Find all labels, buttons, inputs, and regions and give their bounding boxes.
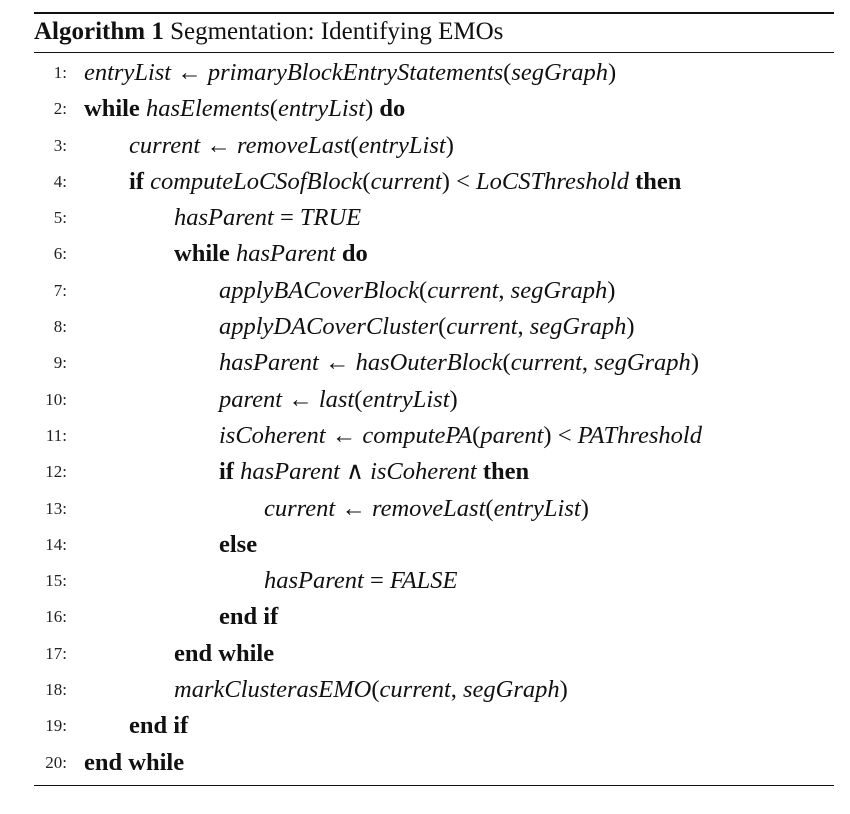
algorithm-line: 9: hasParent ← hasOuterBlock(current, seg… (34, 345, 834, 381)
line-code: current ← removeLast(entryList) (129, 131, 454, 159)
algorithm-line: 11: isCoherent ← computePA(parent) < PATh… (34, 418, 834, 454)
algorithm-line: 10: parent ← last(entryList) (34, 382, 834, 418)
line-code: end while (84, 748, 185, 776)
line-code: while hasElements(entryList) do (84, 95, 406, 123)
line-number: 3: (53, 135, 67, 155)
algorithm-line: 17: end while (34, 636, 834, 672)
line-code: applyDACoverCluster(current, segGraph) (219, 313, 635, 341)
algorithm-label: Algorithm 1 (34, 18, 164, 45)
line-number: 8: (53, 317, 67, 337)
algorithm-line: 14: else (34, 527, 834, 563)
caption-rule (34, 52, 834, 53)
line-code: hasParent ← hasOuterBlock(current, segGr… (219, 349, 699, 377)
line-number: 2: (53, 99, 67, 119)
bottom-rule (34, 784, 834, 787)
line-code: end if (219, 603, 279, 631)
line-number: 13: (45, 498, 67, 518)
algorithm-line: 5: hasParent = TRUE (34, 200, 834, 236)
algorithm-line: 13: current ← removeLast(entryList) (34, 491, 834, 527)
algorithm-line: 19: end if (34, 708, 834, 744)
algorithm-lines: 1: entryList ← primaryBlockEntryStatement… (34, 55, 834, 781)
algorithm-block: Algorithm 1 Segmentation: Identifying EM… (34, 12, 834, 787)
line-number: 9: (53, 353, 67, 373)
line-code: entryList ← primaryBlockEntryStatements(… (84, 59, 617, 86)
line-number: 20: (45, 752, 67, 772)
line-number: 6: (53, 244, 67, 264)
line-code: markClusterasEMO(current, segGraph) (174, 676, 568, 704)
line-number: 17: (45, 643, 67, 663)
line-code: end if (129, 712, 189, 740)
line-code: current ← removeLast(entryList) (264, 494, 589, 522)
algorithm-line: 20: end while (34, 745, 834, 781)
algorithm-line: 18: markClusterasEMO(current, segGraph) (34, 672, 834, 708)
line-code: hasParent = TRUE (174, 204, 362, 232)
line-number: 18: (45, 680, 67, 700)
line-number: 1: (53, 63, 67, 82)
line-number: 19: (45, 716, 67, 736)
line-code: if hasParent ∧ isCoherent then (219, 458, 530, 486)
algorithm-line: 12: if hasParent ∧ isCoherent then (34, 454, 834, 490)
line-code: parent ← last(entryList) (219, 385, 458, 413)
algorithm-line: 8: applyDACoverCluster(current, segGraph) (34, 309, 834, 345)
line-code: applyBACoverBlock(current, segGraph) (219, 276, 616, 304)
algorithm-line: 4: if computeLoCSofBlock(current) < LoCST… (34, 164, 834, 200)
line-number: 10: (45, 389, 67, 409)
line-code: end while (174, 639, 275, 667)
line-number: 12: (45, 462, 67, 482)
algorithm-line: 16: end if (34, 599, 834, 635)
algorithm-title: Segmentation: Identifying EMOs (170, 18, 504, 45)
line-code: isCoherent ← computePA(parent) < PAThres… (219, 421, 702, 449)
line-number: 16: (45, 607, 67, 627)
line-number: 14: (45, 534, 67, 554)
algorithm-line: 3: current ← removeLast(entryList) (34, 128, 834, 164)
line-code: if computeLoCSofBlock(current) < LoCSThr… (129, 167, 682, 195)
algorithm-caption: Algorithm 1 Segmentation: Identifying EM… (34, 14, 834, 50)
top-rule (34, 12, 834, 14)
line-code: else (219, 530, 258, 558)
algorithm-line: 2: while hasElements(entryList) do (34, 91, 834, 127)
line-code: while hasParent do (174, 240, 368, 268)
line-number: 5: (53, 208, 67, 228)
algorithm-line: 6: while hasParent do (34, 236, 834, 272)
line-number: 4: (53, 171, 67, 191)
algorithm-line: 1: entryList ← primaryBlockEntryStatement… (34, 55, 834, 91)
line-number: 7: (53, 280, 67, 300)
line-number: 15: (45, 571, 67, 591)
algorithm-line: 15: hasParent = FALSE (34, 563, 834, 599)
line-number: 11: (45, 425, 67, 445)
line-code: hasParent = FALSE (264, 567, 458, 595)
algorithm-line: 7: applyBACoverBlock(current, segGraph) (34, 273, 834, 309)
